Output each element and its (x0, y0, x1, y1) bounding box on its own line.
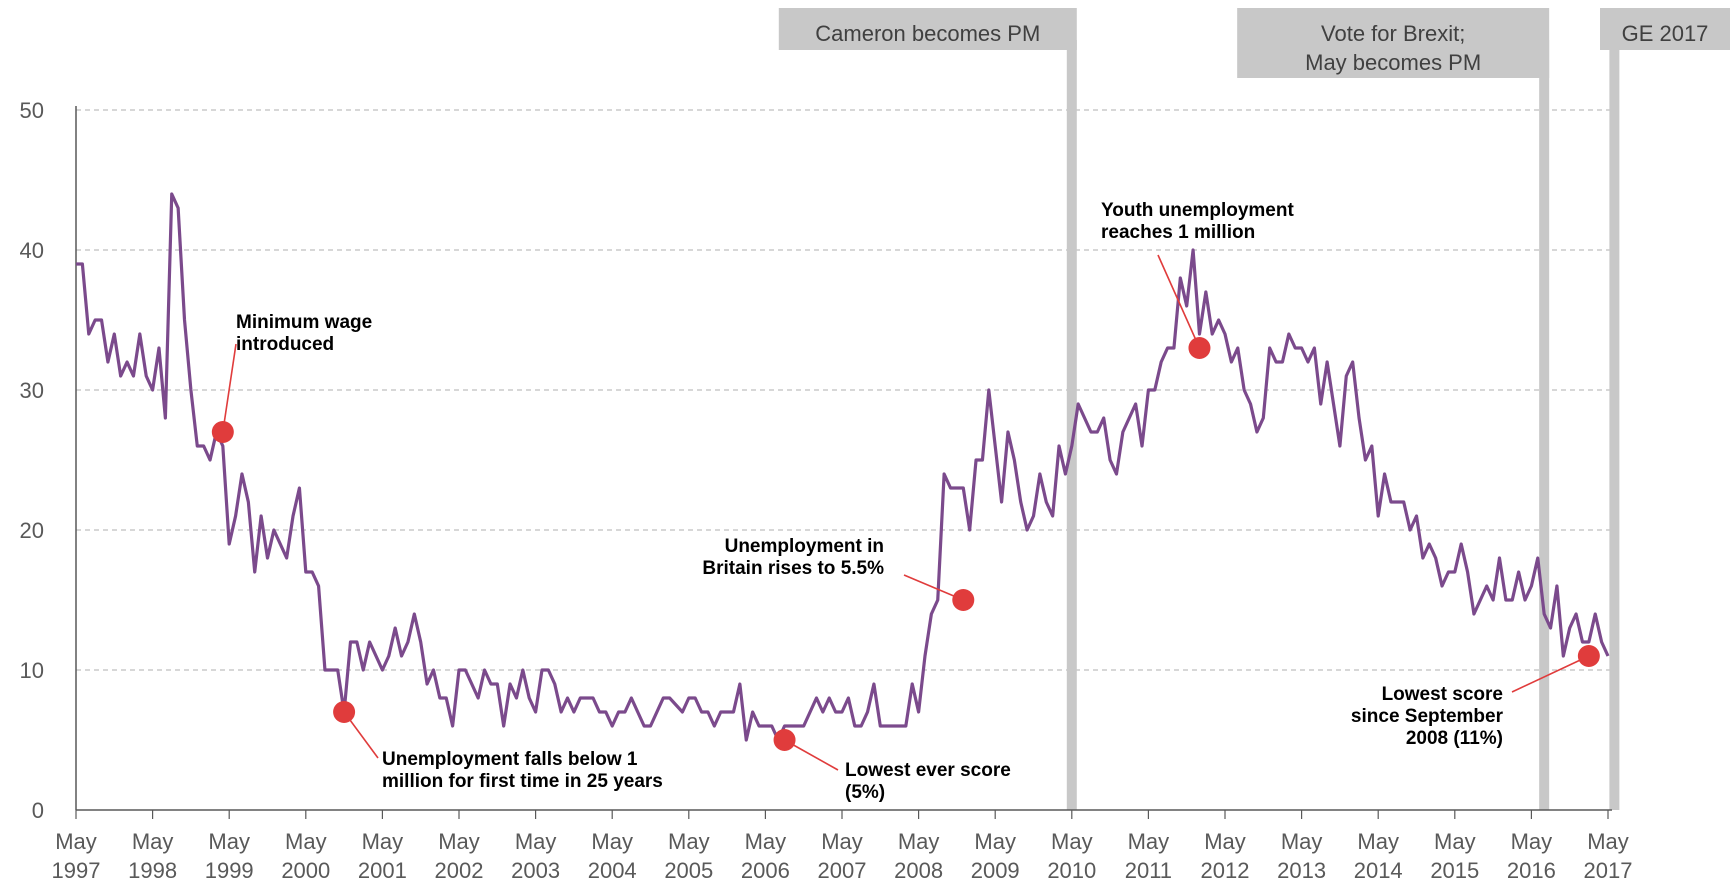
x-tick-label-year: 1997 (52, 858, 101, 883)
x-tick-label-month: May (898, 829, 940, 854)
annotation-marker (333, 701, 356, 723)
annotation-text: 2008 (11%) (1406, 728, 1503, 749)
x-tick-label-month: May (1051, 829, 1093, 854)
y-tick-label: 30 (20, 378, 44, 403)
annotation-text: Minimum wage (236, 312, 372, 333)
x-tick-label-month: May (745, 829, 787, 854)
x-tick-label-year: 2005 (664, 858, 713, 883)
x-tick-label-month: May (1511, 829, 1553, 854)
annotation-marker (773, 729, 796, 751)
annotation-marker (1577, 645, 1600, 667)
annotation-text: reaches 1 million (1101, 222, 1255, 243)
x-tick-label-month: May (1128, 829, 1170, 854)
x-tick-label-year: 2011 (1125, 858, 1172, 883)
event-bar (1539, 40, 1550, 810)
series-line (76, 192, 1610, 742)
x-tick-label-year: 2004 (588, 858, 637, 883)
x-tick-label-year: 2000 (281, 858, 330, 883)
x-tick-label-month: May (438, 829, 480, 854)
x-tick-label-month: May (515, 829, 557, 854)
x-tick-label-month: May (1587, 829, 1629, 854)
gridlines (76, 109, 1612, 671)
x-tick-label-month: May (285, 829, 327, 854)
x-tick-label-month: May (208, 829, 250, 854)
x-tick-label-month: May (668, 829, 710, 854)
x-tick-label-month: May (1281, 829, 1323, 854)
event-label-box (1237, 8, 1550, 78)
annotation-text: Unemployment falls below 1 (382, 749, 638, 770)
y-tick-label: 0 (32, 798, 44, 823)
axes: 0 10 20 30 40 50 May 1997 May 1998 May 1999 May 2000 M… (20, 98, 1633, 883)
x-tick-label-year: 2003 (511, 858, 560, 883)
x-tick-label-year: 2015 (1430, 858, 1479, 883)
x-tick-label-year: 2014 (1354, 858, 1403, 883)
x-tick-label-year: 2001 (358, 858, 407, 883)
y-tick-label: 40 (20, 238, 44, 263)
annotation-marker (1188, 337, 1211, 359)
x-tick-label-month: May (821, 829, 863, 854)
y-tick-label: 50 (20, 98, 44, 123)
event-label-box (778, 8, 1077, 50)
annotation-text: Lowest ever score (845, 760, 1011, 781)
x-tick-label-year: 2008 (894, 858, 943, 883)
x-tick-label-year: 2006 (741, 858, 790, 883)
x-tick-label-month: May (1357, 829, 1399, 854)
x-tick-label-month: May (974, 829, 1016, 854)
annotation-text: million for first time in 25 years (382, 771, 663, 792)
x-tick-label-year: 2007 (818, 858, 867, 883)
x-tick-label-month: May (55, 829, 97, 854)
y-tick-label: 20 (20, 518, 44, 543)
event-label: Cameron becomes PM (815, 21, 1040, 46)
x-tick-label-month: May (132, 829, 174, 854)
x-tick-label-year: 2017 (1584, 858, 1633, 883)
annotation-text: introduced (236, 334, 334, 355)
x-tick-label-year: 2013 (1277, 858, 1326, 883)
x-tick-label-year: 2010 (1047, 858, 1096, 883)
annotation-marker (211, 421, 234, 443)
x-tick-label-year: 2002 (435, 858, 484, 883)
annotation-text: (5%) (845, 782, 885, 803)
annotation-text: Britain rises to 5.5% (702, 558, 884, 579)
x-tick-label-month: May (1434, 829, 1476, 854)
x-tick-label-year: 1999 (205, 858, 254, 883)
y-tick-label: 10 (20, 658, 44, 683)
annotation-leader (1511, 655, 1590, 693)
x-tick-label-month: May (1204, 829, 1246, 854)
annotation-text: since September (1351, 706, 1504, 727)
annotation-leader (222, 343, 237, 433)
event-bar (1066, 40, 1077, 810)
x-tick-label-month: May (591, 829, 633, 854)
x-tick-label-year: 2012 (1201, 858, 1250, 883)
event-markers: Cameron becomes PM Vote for Brexit; May be… (778, 8, 1730, 810)
event-bar (1609, 40, 1620, 810)
x-tick-label-month: May (362, 829, 404, 854)
x-tick-label-year: 2016 (1507, 858, 1556, 883)
event-label-box (1600, 8, 1730, 50)
annotation-text: Unemployment in (725, 536, 884, 557)
series-layer (76, 192, 1610, 742)
annotation-text: Lowest score (1382, 684, 1503, 705)
annotation-text: Youth unemployment (1101, 200, 1294, 221)
event-label: Vote for Brexit; (1321, 21, 1465, 46)
event-label: GE 2017 (1622, 21, 1709, 46)
annotation-marker (952, 589, 975, 611)
event-label: May becomes PM (1305, 50, 1481, 75)
annotation-leader (1157, 254, 1201, 349)
x-tick-label-year: 2009 (971, 858, 1020, 883)
x-tick-label-year: 1998 (128, 858, 177, 883)
